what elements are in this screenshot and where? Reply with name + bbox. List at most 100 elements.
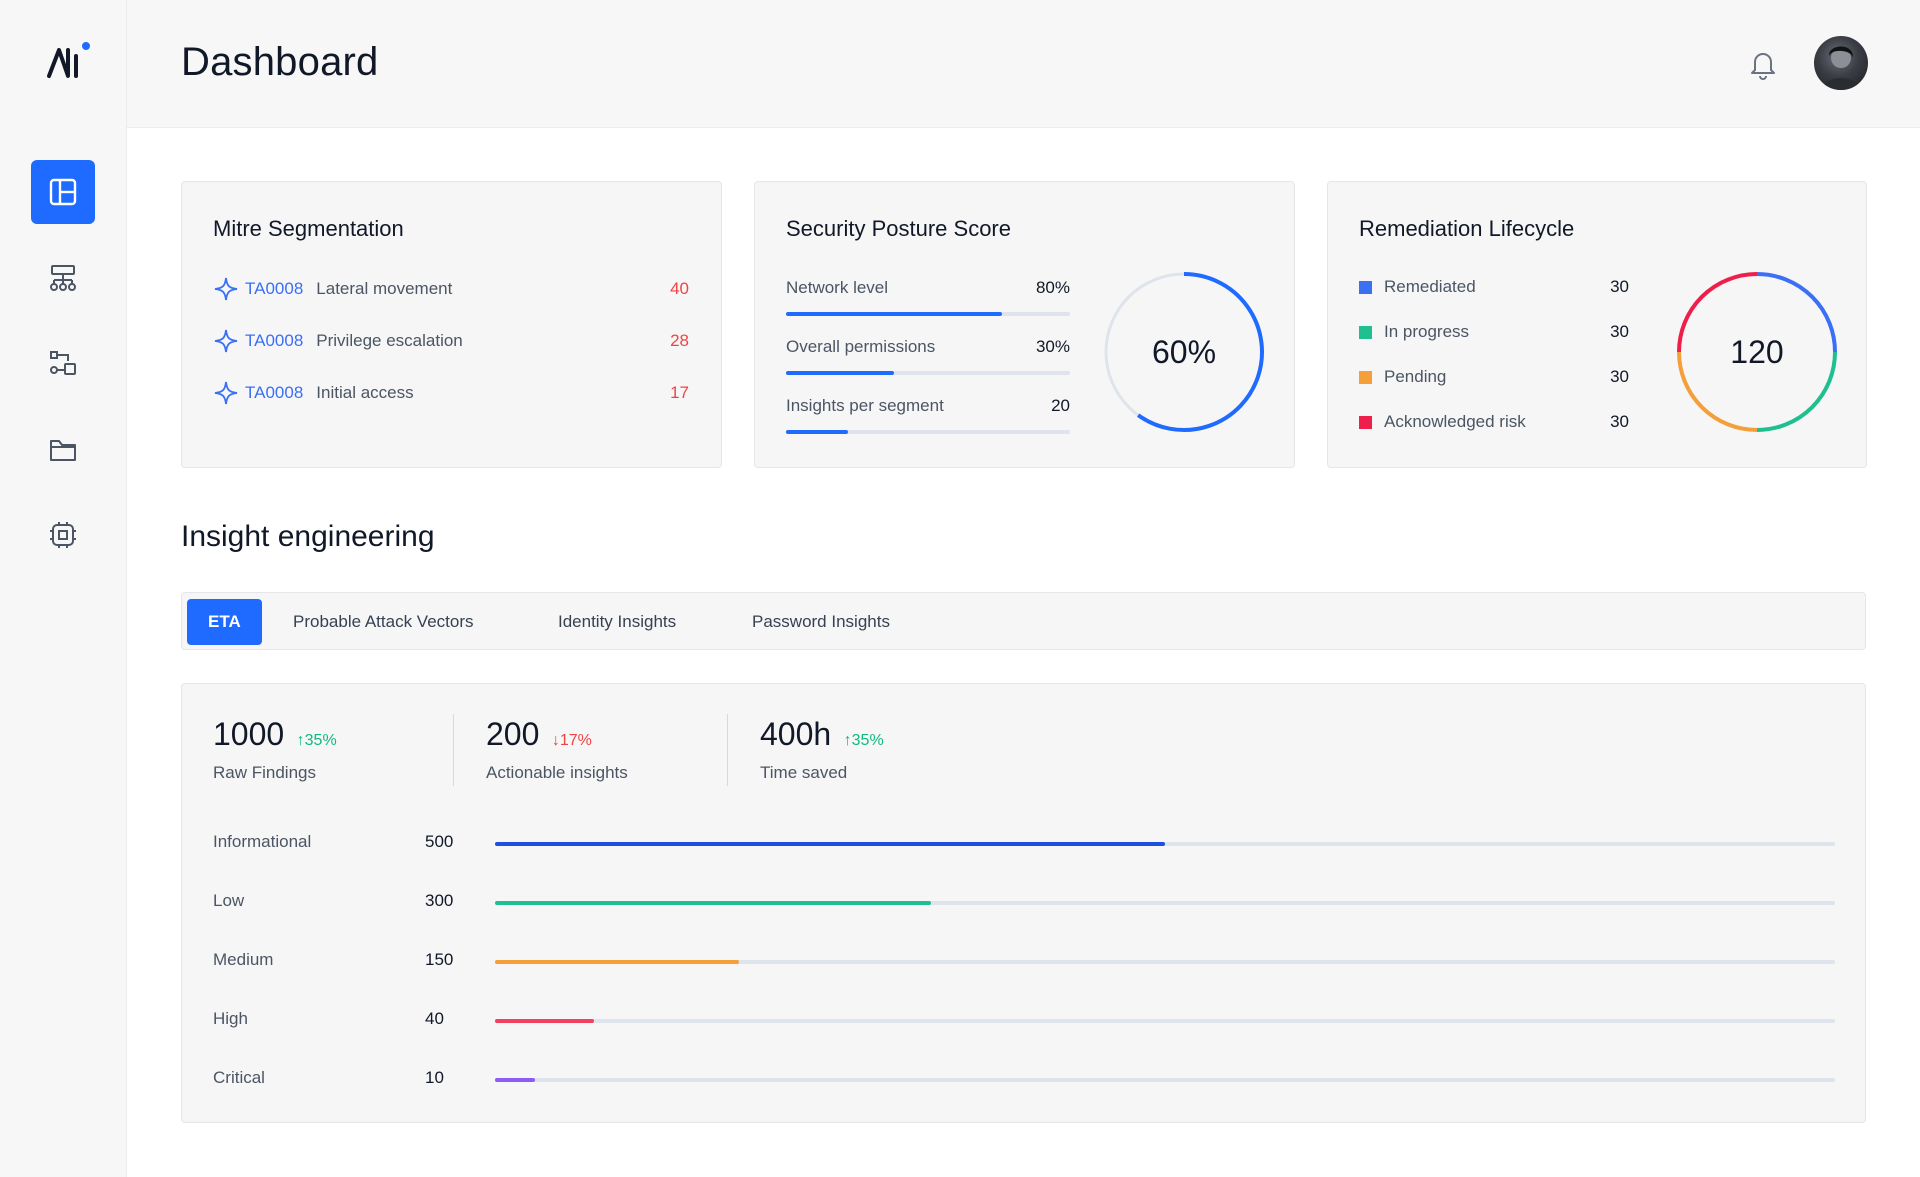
tab-eta[interactable]: ETA — [187, 599, 262, 645]
posture-score-value: 60% — [1151, 333, 1217, 370]
stat-delta: ↑35% — [843, 732, 884, 749]
tactic-code[interactable]: TA0008 — [245, 383, 304, 402]
stat-value: 400h — [760, 716, 832, 752]
tactic-count: 17 — [670, 383, 689, 402]
sparkle-icon — [214, 329, 238, 353]
card-title: Mitre Segmentation — [213, 216, 404, 241]
tactic-code[interactable]: TA0008 — [245, 331, 304, 350]
metric-progress-fill — [786, 430, 849, 434]
severity-count: 40 — [425, 1009, 444, 1028]
metric-progress-track — [786, 312, 1070, 316]
severity-fill — [495, 960, 739, 964]
severity-name: Critical — [213, 1068, 265, 1087]
legend-swatch — [1359, 370, 1372, 384]
legend-label: In progress — [1384, 322, 1470, 341]
stat-label: Actionable insights — [486, 763, 628, 782]
severity-track — [495, 842, 1835, 846]
insight-tabs: ETA Probable Attack Vectors Identity Ins… — [181, 592, 1866, 650]
tab-probable-attack-vectors[interactable]: Probable Attack Vectors — [293, 612, 474, 631]
severity-track — [495, 1078, 1835, 1082]
user-avatar[interactable] — [1814, 36, 1868, 90]
metric-value: 80% — [1035, 278, 1070, 297]
legend-value: 30 — [1610, 277, 1629, 296]
sidebar-item-dashboard[interactable] — [31, 160, 95, 224]
posture-metric: Network level 80% — [786, 278, 1070, 316]
severity-fill — [495, 842, 1165, 846]
chip-icon — [50, 522, 76, 548]
metric-label: Network level — [786, 278, 889, 297]
sidebar — [0, 0, 127, 1177]
sparkle-icon — [214, 277, 238, 301]
stat-divider — [727, 714, 728, 786]
notifications-bell-icon[interactable] — [1748, 48, 1778, 80]
severity-name: High — [213, 1009, 248, 1028]
tab-identity-insights[interactable]: Identity Insights — [558, 612, 677, 631]
legend-item-in-progress: In progress 30 — [1359, 322, 1629, 342]
app-logo-icon[interactable] — [46, 42, 94, 82]
sidebar-item-chip[interactable] — [31, 503, 95, 567]
legend-item-acknowledged-risk: Acknowledged risk 30 — [1359, 412, 1629, 432]
sidebar-item-folder[interactable] — [31, 418, 95, 482]
ring-segment-pending — [1677, 351, 1758, 432]
severity-count: 150 — [425, 950, 454, 969]
severity-track — [495, 901, 1835, 905]
legend-label: Acknowledged risk — [1384, 412, 1526, 431]
metric-label: Overall permissions — [786, 337, 936, 356]
hierarchy-icon — [50, 265, 76, 291]
tactic-code[interactable]: TA0008 — [245, 279, 304, 298]
stat-label: Time saved — [760, 763, 848, 782]
severity-fill — [495, 1078, 536, 1082]
stat-time-saved: 400h ↑35% Time saved — [760, 716, 884, 783]
severity-track — [495, 1019, 1835, 1023]
metric-progress-track — [786, 430, 1070, 434]
stat-value: 1000 — [213, 716, 285, 752]
posture-metric: Overall permissions 30% — [786, 337, 1070, 375]
legend-item-pending: Pending 30 — [1359, 367, 1629, 387]
legend-value: 30 — [1610, 412, 1629, 431]
legend-swatch — [1359, 325, 1372, 339]
metric-progress-fill — [786, 312, 1002, 316]
sidebar-item-hierarchy[interactable] — [31, 246, 95, 310]
legend-swatch — [1359, 280, 1372, 294]
stat-delta: ↓17% — [551, 732, 592, 749]
card-title: Remediation Lifecycle — [1359, 216, 1575, 241]
metric-progress-track — [786, 371, 1070, 375]
mitre-row[interactable]: TA0008 Lateral movement 40 — [213, 274, 689, 304]
severity-fill — [495, 901, 931, 905]
card-title: Security Posture Score — [786, 216, 1011, 241]
legend-swatch — [1359, 415, 1372, 429]
severity-name: Informational — [213, 832, 312, 851]
section-title: Insight engineering — [181, 520, 435, 553]
posture-metric: Insights per segment 20 — [786, 396, 1070, 434]
severity-count: 500 — [425, 832, 454, 851]
remediation-ring: 120 — [1675, 270, 1839, 434]
mitre-row[interactable]: TA0008 Initial access 17 — [213, 378, 689, 408]
tactic-label: Privilege escalation — [316, 331, 463, 350]
stat-actionable-insights: 200 ↓17% Actionable insights — [486, 716, 628, 783]
sparkle-icon — [214, 381, 238, 405]
legend-label: Pending — [1384, 367, 1447, 386]
legend-item-remediated: Remediated 30 — [1359, 277, 1629, 297]
ring-segment-remediated — [1756, 272, 1837, 353]
remediation-total: 120 — [1730, 333, 1784, 370]
top-header: Dashboard — [127, 0, 1920, 128]
tactic-label: Initial access — [316, 383, 414, 402]
sidebar-item-workflow[interactable] — [31, 332, 95, 396]
page-title: Dashboard — [181, 40, 379, 84]
posture-score-ring: 60% — [1102, 270, 1266, 434]
tactic-label: Lateral movement — [316, 279, 453, 298]
ring-segment-acknowledged-risk — [1677, 272, 1758, 353]
folder-icon — [50, 440, 76, 461]
dashboard-icon — [49, 178, 77, 206]
severity-count: 300 — [425, 891, 454, 910]
legend-value: 30 — [1610, 367, 1629, 386]
mitre-row[interactable]: TA0008 Privilege escalation 28 — [213, 326, 689, 356]
remediation-lifecycle-card: Remediation Lifecycle Remediated 30 In p… — [1327, 181, 1867, 468]
severity-row-medium: Medium 150 — [213, 950, 1835, 974]
severity-track — [495, 960, 1835, 964]
severity-fill — [495, 1019, 595, 1023]
mitre-segmentation-card: Mitre Segmentation TA0008 Lateral moveme… — [181, 181, 722, 468]
metric-value: 30% — [1035, 337, 1070, 356]
stat-divider — [453, 714, 454, 786]
tab-password-insights[interactable]: Password Insights — [752, 612, 890, 631]
